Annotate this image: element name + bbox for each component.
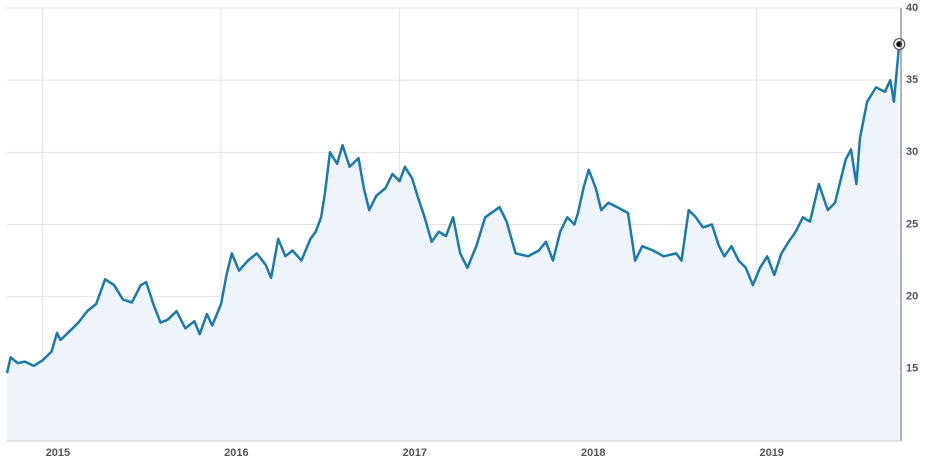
y-tick-label: 20 [906, 291, 918, 303]
y-tick-label: 40 [906, 2, 918, 14]
x-tick-label: 2016 [224, 447, 248, 459]
y-tick-label: 35 [906, 74, 918, 86]
y-tick-label: 30 [906, 146, 918, 158]
y-tick-label: 25 [906, 218, 918, 230]
area [7, 44, 900, 441]
line [5, 43, 901, 374]
y-tick-label: 15 [906, 363, 918, 375]
x-tick-label: 2017 [403, 447, 427, 459]
x-tick-label: 2018 [581, 447, 605, 459]
x-tick-label: 2015 [46, 447, 70, 459]
x-tick-label: 2019 [759, 447, 783, 459]
